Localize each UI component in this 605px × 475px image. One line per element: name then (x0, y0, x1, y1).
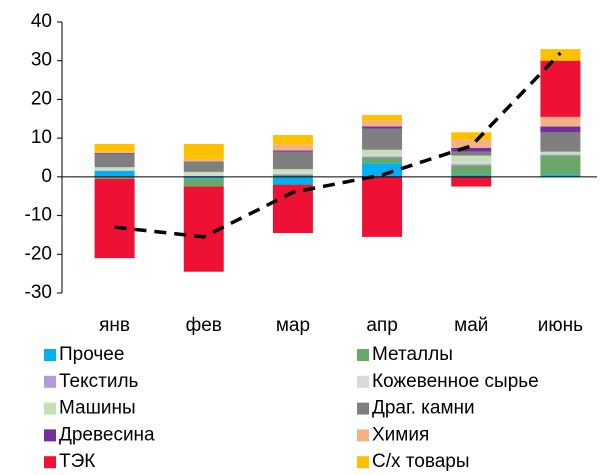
bar-segment (183, 143, 224, 160)
bar-segment (451, 140, 492, 148)
bar-segment (540, 155, 581, 175)
bar-segment (272, 173, 313, 175)
legend-label: Текстиль (59, 371, 139, 392)
bar-segment (94, 153, 135, 168)
legend-swatch (44, 349, 56, 361)
bar-segment (183, 159, 224, 162)
legend-label: Химия (372, 424, 429, 445)
y-tick-label: 10 (31, 127, 52, 148)
bar-segment (451, 151, 492, 156)
legend-label: Машины (59, 398, 136, 419)
bar-segment (94, 178, 135, 259)
bar-segment (451, 174, 492, 177)
y-tick-label: 0 (41, 166, 52, 187)
bar-segment (362, 176, 403, 237)
y-tick-label: 20 (31, 88, 52, 109)
legend-swatch (44, 456, 56, 469)
bar-segment (272, 144, 313, 151)
bar-segment (362, 126, 403, 129)
bar-segment (362, 154, 403, 157)
bar-segment (362, 114, 403, 121)
bar-segment (94, 169, 135, 171)
bar-segment (540, 151, 581, 154)
x-tick-label: июнь (538, 315, 583, 336)
legend-swatch (44, 375, 56, 388)
bar-segment (540, 132, 581, 152)
bar-segment (94, 151, 135, 153)
bar-segment (451, 176, 492, 187)
bar-segment (94, 143, 135, 152)
y-tick-label: -10 (25, 205, 52, 226)
bar-segment (94, 167, 135, 170)
bar-segment (94, 152, 135, 154)
total-line (114, 51, 562, 239)
bar-segment (183, 176, 224, 179)
bar-segment (94, 176, 135, 179)
legend-label: Драг. камни (372, 398, 475, 419)
bar-segment (540, 126, 581, 133)
bar-segment (540, 153, 581, 155)
legend-swatch (357, 456, 369, 469)
legend-label: ТЭК (59, 451, 95, 472)
bar-segment (183, 178, 224, 187)
bar-segment (540, 154, 581, 156)
bar-segment (540, 60, 581, 117)
legend-label: Древесина (59, 424, 155, 445)
bar-segment (272, 174, 313, 177)
bar-segment (272, 135, 313, 145)
legend-label: Металлы (372, 344, 453, 365)
legend-label: С/х товары (372, 451, 470, 472)
bar-segment (362, 128, 403, 150)
legend-swatch (44, 429, 56, 442)
x-tick-label: май (454, 315, 488, 336)
bar-segment (272, 176, 313, 185)
legend-swatch (44, 402, 56, 415)
bar-segment (362, 149, 403, 155)
bar-segment (451, 161, 492, 165)
bar-segment (183, 173, 224, 176)
bar-segment (451, 132, 492, 141)
y-tick-label: -30 (25, 282, 52, 303)
bar-segment (272, 150, 313, 152)
legend-swatch (357, 402, 369, 415)
x-tick-label: янв (99, 315, 130, 336)
bar-segment (183, 171, 224, 174)
y-tick-label: 40 (31, 11, 52, 32)
bar-segment (183, 161, 224, 172)
y-tick-label: 30 (31, 50, 52, 71)
bar-segment (540, 116, 581, 127)
bar-segment (540, 174, 581, 177)
bar-segment (94, 171, 135, 177)
bar-segment (451, 147, 492, 152)
bar-segment (94, 170, 135, 172)
legend-swatch (357, 375, 369, 388)
x-tick-label: мар (276, 315, 310, 336)
bar-segment (451, 155, 492, 162)
legend-label: Кожевенное сырье (372, 371, 539, 392)
legend-swatch (357, 349, 369, 361)
legend-swatch (357, 429, 369, 442)
bar-segment (362, 156, 403, 158)
bar-segment (362, 120, 403, 127)
x-tick-label: апр (366, 315, 397, 336)
legend-label: Прочее (59, 344, 124, 365)
bar-segment (451, 165, 492, 175)
bar-segment (272, 151, 313, 170)
bar-segment (183, 175, 224, 177)
x-tick-label: фев (186, 315, 222, 336)
bar-segment (362, 157, 403, 164)
bar-segment (451, 164, 492, 166)
y-tick-label: -20 (25, 243, 52, 264)
bar-segment (272, 171, 313, 174)
bar-segment (272, 169, 313, 172)
